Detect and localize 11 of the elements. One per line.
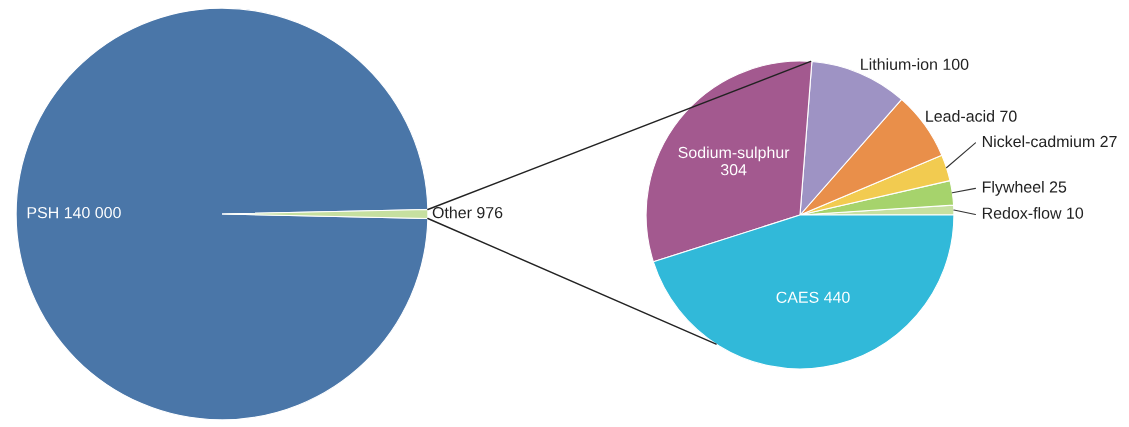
slice-label: CAES 440 [776,291,850,303]
slice-label: PSH 140 000 [27,206,121,219]
slice-label: Nickel-cadmium 27 [982,135,1117,148]
pie-slice [15,7,429,421]
slice-label: Lead-acid 70 [926,110,1017,122]
slice-label: Other 976 [432,206,503,219]
slice-label: Redox-flow 10 [982,207,1084,219]
data-label: 304 [720,164,747,176]
slice-label: Sodium-sulphur [678,146,790,162]
slice-label: Flywheel 25 [982,180,1067,196]
slice-label: Lithium-ion 100 [861,58,969,71]
